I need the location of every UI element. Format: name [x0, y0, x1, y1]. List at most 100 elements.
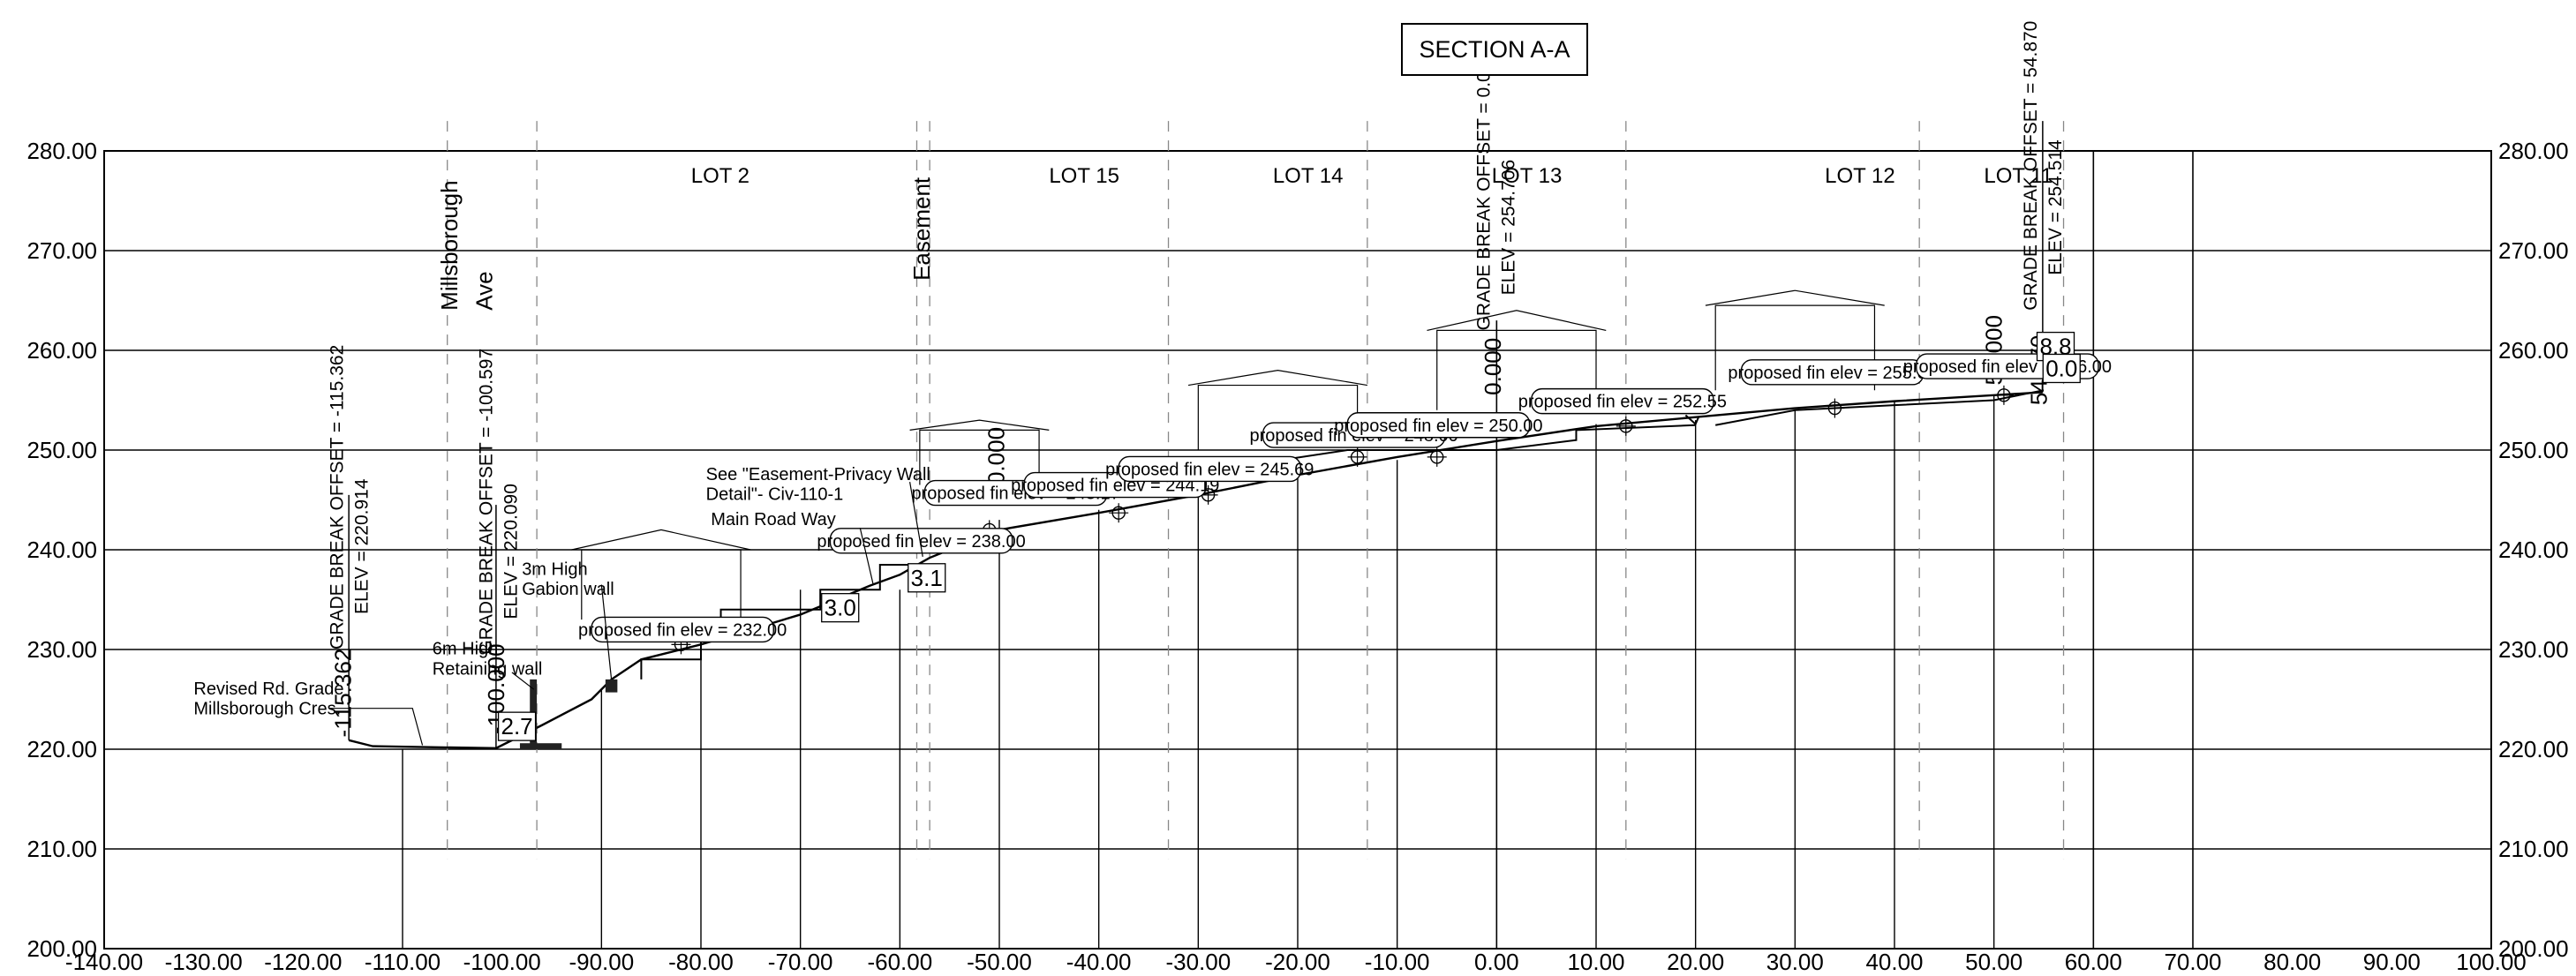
annotation: 3m High [522, 559, 587, 579]
street-label: Ave [471, 271, 497, 310]
station-label: 0.000 [1480, 338, 1506, 395]
x-tick-label: 100.00 [2456, 949, 2527, 972]
street-label: Millsborough [436, 180, 463, 310]
annotation: 6m High [433, 640, 498, 659]
y-tick-right: 280.00 [2498, 138, 2569, 164]
x-tick-label: -10.00 [1365, 949, 1430, 972]
annotation: Revised Rd. Grade [193, 679, 343, 699]
grade-line [1247, 424, 1696, 466]
annotation: Retaining wall [433, 659, 543, 679]
x-tick-label: -80.00 [668, 949, 734, 972]
house-roof [909, 419, 1050, 431]
grade-break-offset: GRADE BREAK OFFSET = -100.597 [476, 349, 496, 655]
lot-label: LOT 15 [1049, 164, 1119, 188]
ground-profile [348, 391, 2043, 750]
grade-line [640, 563, 930, 679]
annotation-leader [909, 482, 923, 558]
grade-line [1715, 389, 2045, 426]
lot-boundaries [447, 121, 2065, 860]
y-tick-left: 230.00 [26, 636, 97, 663]
x-tick-label: 10.00 [1567, 949, 1624, 972]
grade-break-elev: ELEV = 220.914 [351, 478, 372, 614]
lot-label: LOT 12 [1825, 164, 1895, 188]
lot-label: LOT 11 [1984, 164, 2053, 188]
station-label: -115.362 [329, 649, 356, 738]
x-tick-label: 40.00 [1865, 949, 1923, 972]
x-tick-label: 90.00 [2363, 949, 2421, 972]
x-tick-label: -40.00 [1066, 949, 1132, 972]
y-tick-right: 250.00 [2498, 437, 2569, 463]
house-roof [1705, 289, 1885, 306]
y-tick-right: 260.00 [2498, 337, 2569, 364]
house-outline [581, 549, 742, 620]
profile-geometry [348, 121, 2194, 949]
dimension-box [908, 563, 946, 593]
dimension-label: 0.0 [2045, 355, 2077, 381]
house-outline [919, 429, 1040, 485]
fin-elev-box [829, 528, 1013, 554]
dimension-box [821, 593, 860, 623]
fin-elev-label: proposed fin elev = 245.69 [1105, 460, 1314, 479]
y-tick-left: 210.00 [26, 836, 97, 862]
x-tick-label: 50.00 [1965, 949, 2022, 972]
dimension-label: 3.1 [911, 565, 943, 591]
y-tick-left: 250.00 [26, 437, 97, 463]
fin-elev-box [591, 616, 774, 643]
section-title: SECTION A-A [1419, 35, 1570, 63]
retaining-wall-footing [519, 743, 562, 749]
y-tick-labels: 200.00 200.00 210.00 210.00 220.00 220.00 230.… [26, 138, 2568, 962]
house-roof [571, 529, 751, 551]
x-tick-label: -140.00 [65, 949, 143, 972]
lot-label: LOT 2 [691, 164, 749, 188]
grade-break-elev: ELEV = 254.706 [1498, 160, 1518, 296]
grade-break-elev: ELEV = 220.090 [501, 484, 521, 619]
fin-elev-box [1118, 455, 1302, 483]
fin-elev-label: proposed fin elev = 255.00 [1728, 364, 1936, 383]
dimension-box [497, 711, 537, 741]
x-tick-label: 80.00 [2263, 949, 2321, 972]
x-tick-label: -130.00 [165, 949, 243, 972]
x-tick-label: -110.00 [365, 949, 441, 972]
x-tick-label: -90.00 [569, 949, 634, 972]
annotation-leader [859, 528, 874, 584]
fin-elev-box [1531, 387, 1714, 415]
house-roof [1427, 310, 1607, 331]
fin-elev-label: proposed fin elev = 232.00 [578, 620, 787, 640]
drawing-labels: LOT 2 LOT 15 LOT 14 LOT 13 LOT 12 LOT 11 Mills… [193, 21, 2112, 746]
y-tick-left: 200.00 [26, 935, 97, 962]
x-tick-label: -120.00 [264, 949, 342, 972]
x-tick-label: -100.00 [463, 949, 541, 972]
y-tick-left: 240.00 [26, 537, 97, 563]
title-box: SECTION A-A [1401, 23, 1588, 76]
fin-elev-label: proposed fin elev = 238.00 [817, 532, 1025, 552]
x-tick-labels: -140.00 -130.00 -120.00 -110.00 -100.00 -90.0… [65, 949, 2527, 975]
house-outline [1714, 304, 1876, 391]
y-tick-right: 240.00 [2498, 537, 2569, 563]
fin-elev-box [1346, 412, 1531, 439]
grade-break-offset: GRADE BREAK OFFSET = 54.870 [2021, 21, 2041, 311]
annotation-leader [511, 672, 535, 690]
grade-break-offset: GRADE BREAK OFFSET = 0.000 [1473, 51, 1494, 330]
lot-label: LOT 13 [1492, 164, 1563, 188]
y-tick-left: 270.00 [26, 237, 97, 264]
fin-elev-label: proposed fin elev = 250.00 [1334, 417, 1542, 436]
annotation: See "Easement-Privacy Wall [706, 465, 930, 484]
annotation-leader [329, 708, 424, 746]
lot-label: LOT 14 [1273, 164, 1344, 188]
street-label: Easement [908, 176, 935, 281]
annotation: Gabion wall [522, 580, 614, 599]
annotation: Detail"- Civ-110-1 [706, 485, 844, 505]
house-outline [1436, 329, 1597, 410]
x-tick-label: 30.00 [1766, 949, 1824, 972]
x-tick-label: 20.00 [1667, 949, 1724, 972]
y-tick-right: 230.00 [2498, 636, 2569, 663]
x-tick-label: -70.00 [768, 949, 833, 972]
x-tick-label: 0.00 [1474, 949, 1519, 972]
y-tick-right: 220.00 [2498, 736, 2569, 762]
x-tick-label: 60.00 [2065, 949, 2122, 972]
y-tick-left: 280.00 [26, 138, 97, 164]
dimension-label: 2.7 [501, 713, 532, 740]
x-tick-label: -30.00 [1165, 949, 1231, 972]
grade-break-elev: ELEV = 254.514 [2045, 139, 2066, 275]
annotation: Main Road Way [711, 510, 836, 529]
